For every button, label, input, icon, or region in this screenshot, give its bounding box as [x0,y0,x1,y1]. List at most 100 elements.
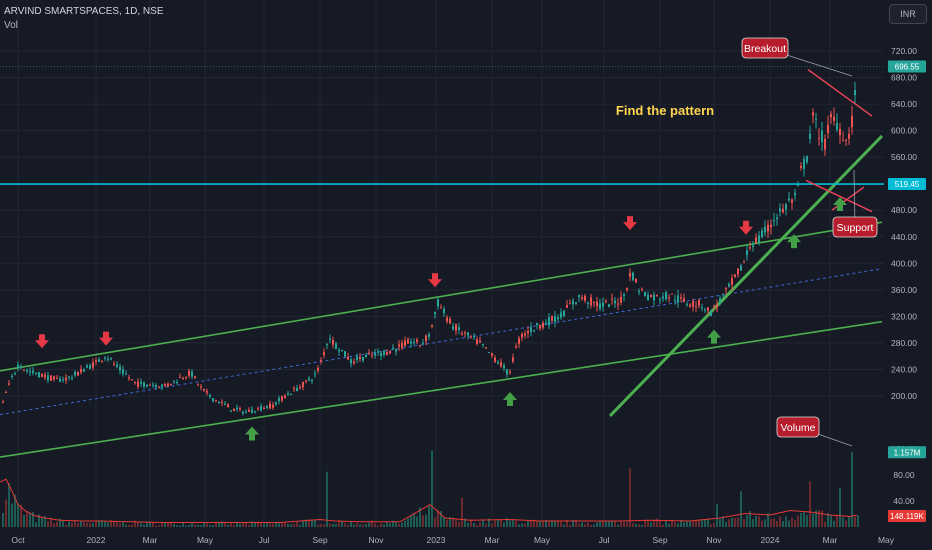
candle-body [170,383,172,385]
volume-bar [617,524,619,527]
volume-bar [251,521,253,527]
time-tick-label: Sep [652,535,667,545]
candle-body [671,293,673,295]
candle-body [806,156,808,163]
candle-body [245,411,247,413]
chart-title: ARVIND SMARTSPACES, 1D, NSE [4,6,164,17]
volume-bar [344,523,346,527]
candle-body [137,381,139,387]
volume-bar [806,515,808,527]
candle-body [299,386,301,388]
candle-body [113,363,115,365]
volume-bar [575,519,577,527]
candle-body [23,369,25,371]
volume-bar [494,520,496,527]
volume-bar [749,511,751,527]
candle-body [512,357,514,362]
volume-bar [146,521,148,527]
volume-bar [695,520,697,527]
candle-body [596,301,598,307]
volume-bar [35,522,37,527]
candle-body [260,406,262,411]
volume-bar [188,524,190,527]
volume-bar [140,523,142,527]
volume-bar [95,521,97,527]
candle-body [401,342,403,348]
candle-body [434,312,436,315]
candle-body [230,410,232,412]
pattern-title: Find the pattern [616,103,714,118]
volume-bar [20,504,22,527]
candle-body [770,224,772,228]
candle-body [818,137,820,139]
volume-bar [659,520,661,527]
candle-body [50,375,52,381]
volume-bar [284,522,286,527]
volume-tick-label: 40.00 [893,496,915,506]
candle-body [32,370,34,373]
candle-body [548,317,550,326]
candle-body [35,372,37,375]
volume-bar [119,523,121,527]
volume-bar [236,521,238,527]
candle-body [314,373,316,375]
volume-bar [122,521,124,527]
volume-bar [710,524,712,527]
candle-body [662,296,664,299]
volume-bar [533,519,535,527]
volume-bar [257,521,259,527]
candle-body [500,362,502,367]
candle-body [389,350,391,354]
volume-bar [269,523,271,527]
candle-body [767,224,769,232]
volume-bar [167,522,169,527]
volume-bar [194,524,196,527]
volume-bar [44,516,46,527]
volume-bar [704,518,706,527]
candle-body [746,250,748,256]
volume-tick-label: 80.00 [893,470,915,480]
candle-body [851,115,853,128]
volume-bar [431,450,433,527]
volume-bar [668,523,670,527]
candle-body [521,334,523,338]
volume-bar [569,524,571,527]
candle-body [491,353,493,356]
currency-button[interactable]: INR [889,4,927,24]
volume-bar [623,522,625,527]
volume-indicator-label[interactable]: Vol [4,20,18,31]
candle-body [608,304,610,308]
candle-body [284,395,286,398]
volume-bar [272,523,274,527]
candle-body [731,278,733,285]
volume-bar [515,520,517,527]
candle-body [629,272,631,277]
candle-body [530,327,532,332]
candle-body [122,369,124,374]
volume-bar [839,488,841,527]
candle-body [542,322,544,328]
price-axis-bg [884,0,932,550]
volume-bar [281,522,283,527]
volume-bar [692,521,694,527]
price-tick-label: 640.00 [891,99,917,109]
volume-bar [773,518,775,527]
volume-bar [212,525,214,527]
volume-bar [185,525,187,527]
candle-body [98,359,100,362]
candle-body [794,192,796,196]
volume-bar [587,522,589,527]
candle-body [545,322,547,324]
volume-bar [524,523,526,527]
candle-body [347,356,349,360]
support-level-badge: 519.45 [895,180,920,189]
volume-bar [230,521,232,527]
candle-body [377,351,379,353]
volume-bar [800,513,802,527]
volume-bar [218,521,220,527]
candle-body [479,340,481,343]
candle-body [566,304,568,308]
volume-bar [80,521,82,527]
price-tick-label: 480.00 [891,205,917,215]
